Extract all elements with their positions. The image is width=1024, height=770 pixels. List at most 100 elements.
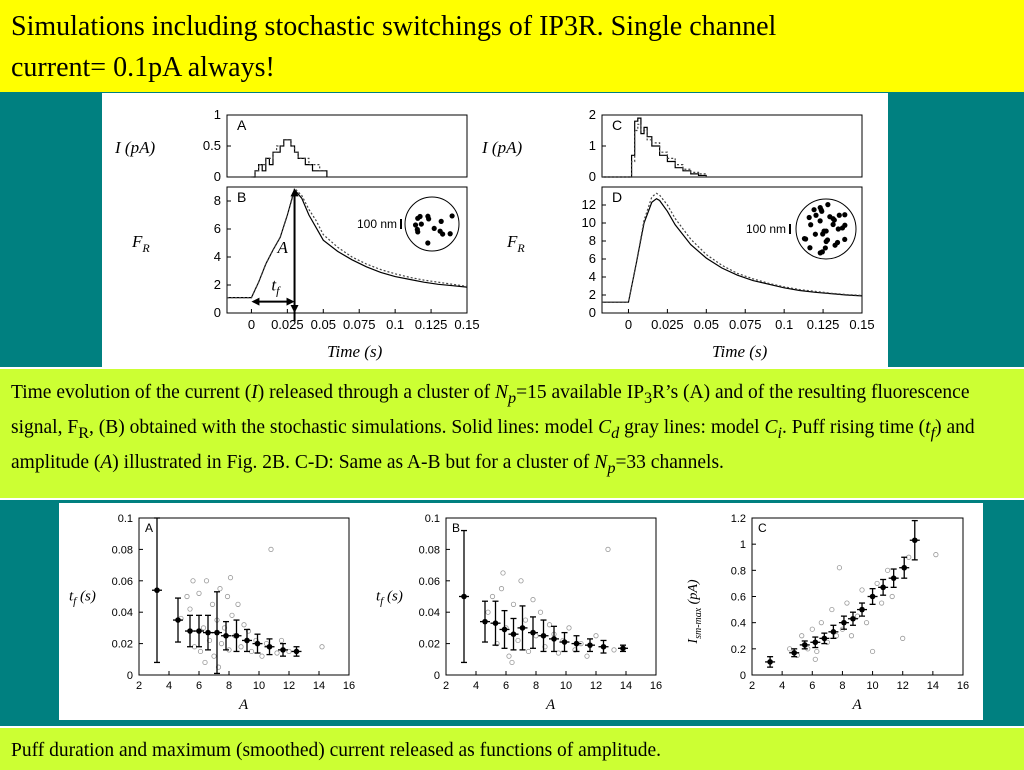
arrow-head	[286, 297, 295, 306]
mean-point	[501, 626, 508, 633]
scatter-point	[605, 546, 611, 553]
figure-bottom: 0 0.02 0.04 0.06 0.08 0.1 2 4 6 8 10 12 14 16 A A 0 0.02 0…	[59, 503, 983, 720]
scatter-point	[889, 593, 895, 600]
x-tick-label: 0.125	[415, 317, 448, 332]
mean-point	[620, 645, 626, 652]
y-tick-label: 0.4	[731, 618, 746, 630]
mean-point	[510, 631, 517, 637]
current-y-label: I (pA)	[481, 138, 522, 157]
y-tick-label: 0.1	[425, 513, 440, 525]
y-tick-label: 2	[589, 287, 596, 302]
channel-dot	[803, 236, 809, 242]
scatter-point	[238, 644, 244, 650]
scatter-point	[869, 648, 876, 655]
mean-point	[196, 628, 202, 634]
scatter-point	[485, 609, 491, 615]
cap-seg: C	[764, 416, 778, 438]
y-tick-label: 1	[589, 138, 596, 153]
mean-point	[890, 575, 897, 581]
scatter-point	[235, 601, 241, 607]
panel-letter: D	[612, 189, 622, 205]
scatter-point	[500, 570, 506, 576]
x-tick-label: 0.075	[729, 317, 762, 332]
channel-dot	[808, 222, 814, 228]
mean-point	[293, 648, 300, 655]
x-tick-label: 16	[957, 680, 969, 692]
x-tick-label: 0.025	[651, 317, 684, 332]
scatter-point	[278, 637, 285, 644]
mean-point	[911, 537, 918, 544]
x-tick-label: 0	[625, 317, 632, 332]
scatter-point	[509, 659, 515, 666]
x-axis-label: A	[238, 697, 249, 713]
channel-dot	[807, 245, 813, 251]
mean-point	[850, 615, 856, 622]
scatter-point	[211, 653, 217, 659]
scatter-point	[319, 644, 325, 650]
x-axis-label: A	[852, 697, 863, 713]
mean-point	[461, 593, 467, 600]
mean-point	[859, 606, 865, 613]
scatter-point	[274, 650, 280, 656]
y-tick-label: 2	[589, 107, 596, 122]
arrow-head	[251, 297, 260, 306]
plot-frame	[226, 114, 468, 178]
scatter-point	[555, 650, 562, 656]
x-tick-label: 0	[248, 317, 255, 332]
scatter-point	[522, 617, 529, 623]
scatter-point	[215, 664, 222, 670]
scatter-point	[229, 612, 235, 618]
channel-dot	[449, 213, 455, 219]
y-tick-label: 0.04	[112, 607, 133, 619]
arrow-head	[290, 305, 299, 313]
channel-dot	[822, 245, 828, 251]
scatter-point	[206, 637, 213, 644]
channel-dot	[842, 212, 848, 218]
channel-dot	[438, 218, 444, 224]
scatter-point	[510, 601, 517, 607]
mean-point	[830, 629, 837, 635]
mean-point	[540, 632, 547, 639]
scatter-point	[200, 625, 207, 631]
scatter-point	[814, 648, 820, 655]
x-tick-label: 12	[897, 680, 909, 692]
mean-point	[187, 628, 193, 634]
plot-frame	[138, 517, 350, 676]
channel-dot	[831, 217, 837, 223]
mean-point	[880, 584, 886, 591]
channel-dot	[412, 222, 419, 228]
scatter-point	[217, 586, 223, 592]
mean-point	[154, 587, 160, 594]
mean-point	[767, 659, 773, 665]
cap-seg: I	[251, 382, 258, 403]
x-tick-label: 0.025	[271, 317, 304, 332]
y-tick-label: 0.02	[419, 639, 440, 651]
scatter-point	[268, 546, 274, 553]
mean-point	[821, 635, 828, 642]
channel-dot	[425, 213, 431, 219]
plot-A: 0 0.02 0.04 0.06 0.08 0.1 2 4 6 8 10 12 14 16 A A	[112, 513, 356, 713]
plot-frame	[601, 186, 863, 314]
mean-point	[519, 625, 526, 631]
scale-label: 100 nm	[746, 222, 786, 236]
y-tick-label: 0.2	[731, 644, 746, 656]
scatter-point	[833, 633, 840, 639]
plot-B: 0 0.02 0.04 0.06 0.08 0.1 2 4 6 8 10 12 14 16 B A	[419, 513, 663, 713]
cap-seg: =15 available IP	[516, 382, 645, 403]
y-tick-label: 0.04	[419, 607, 440, 619]
mean-point	[600, 643, 607, 650]
amplitude-annotation: A	[277, 238, 289, 257]
cap-seg: 3	[644, 388, 653, 407]
cap-seg: ) illustrated in Fig. 2B. C-D: Same as A…	[112, 451, 595, 473]
mean-point	[223, 632, 229, 639]
scatter-point	[525, 648, 532, 655]
scatter-point	[518, 578, 524, 584]
plot-frame	[226, 186, 468, 314]
x-tick-label: 2	[749, 680, 755, 692]
scatter-point	[885, 567, 891, 573]
x-tick-label: 0.125	[807, 317, 840, 332]
x-tick-label: 4	[166, 680, 172, 692]
scatter-point	[809, 626, 815, 632]
y-tick-label: 8	[589, 233, 596, 248]
scatter-point	[263, 641, 270, 647]
